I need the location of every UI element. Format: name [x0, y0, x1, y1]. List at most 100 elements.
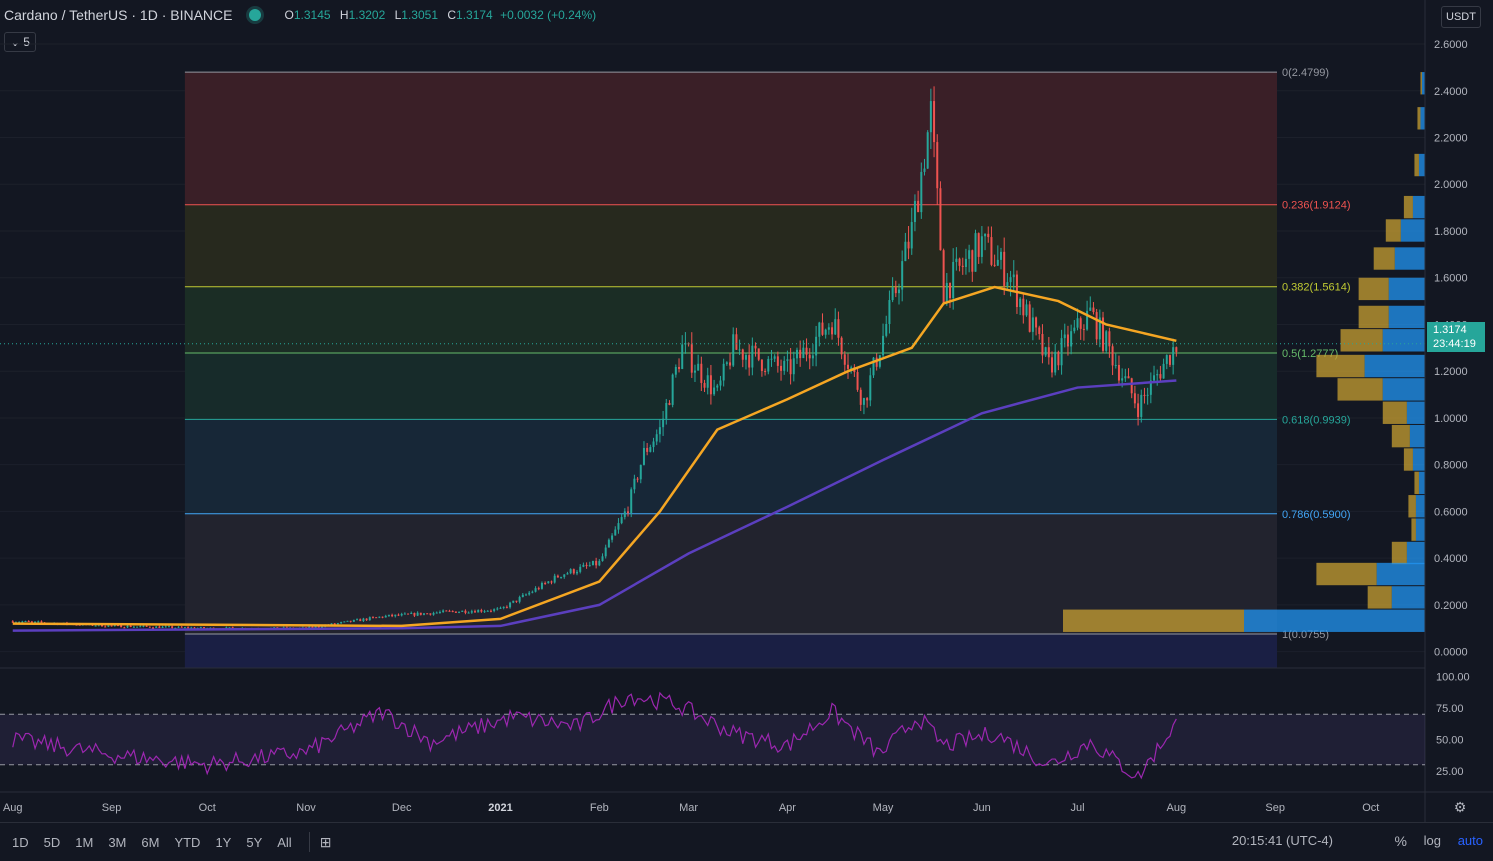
volume-profile-bar-sell [1415, 518, 1425, 541]
candle-body [913, 200, 916, 223]
volume-profile-bar-sell [1415, 495, 1425, 518]
rsi-axis-tick: 100.00 [1436, 671, 1470, 683]
timeframe-1d[interactable]: 1D [12, 834, 29, 850]
candle-body [885, 324, 888, 336]
timeframe-5y[interactable]: 5Y [246, 834, 263, 850]
candle-body [977, 233, 980, 257]
volume-profile-bar-sell [1364, 354, 1425, 378]
auto-scale-toggle[interactable]: auto [1457, 833, 1483, 848]
candle-body [190, 627, 193, 629]
candle-body [642, 447, 645, 465]
candle-body [1124, 376, 1127, 379]
candle-body [451, 610, 454, 612]
candle-body [805, 347, 808, 355]
candle-body [24, 621, 27, 623]
candle-body [601, 556, 604, 562]
candle-body [129, 625, 132, 627]
candle-body [1038, 327, 1041, 334]
timeframe-3m[interactable]: 3M [108, 834, 127, 850]
timeframe-1y[interactable]: 1Y [215, 834, 232, 850]
candle-body [595, 560, 598, 566]
open-label: O [284, 8, 294, 22]
currency-button[interactable]: USDT [1441, 6, 1481, 28]
candle-body [381, 616, 384, 618]
candle-body [368, 617, 371, 621]
candle-body [104, 626, 107, 628]
candle-body [537, 588, 540, 590]
candle-body [333, 623, 336, 625]
candle-body [818, 322, 821, 337]
candle-body [378, 616, 381, 618]
candle-body [167, 626, 170, 628]
candle-body [709, 375, 712, 395]
divider [308, 832, 310, 852]
timeframe-6m[interactable]: 6M [141, 834, 160, 850]
fib-level-label: 0(2.4799) [1282, 67, 1329, 79]
percent-toggle[interactable]: % [1394, 833, 1407, 849]
candle-body [1175, 347, 1178, 352]
candle-body [413, 612, 416, 616]
candle-body [158, 626, 161, 628]
candle-body [942, 250, 945, 304]
indicators-collapse-button[interactable]: ⌄ 5 [4, 32, 36, 52]
candle-body [1086, 310, 1089, 330]
candle-body [920, 171, 923, 213]
last-price-label: 1.3174 23:44:19 [1427, 322, 1485, 352]
candle-body [681, 344, 684, 369]
gear-icon[interactable]: ⚙ [1454, 800, 1467, 816]
time-axis-tick: Sep [1265, 802, 1285, 814]
candle-body [1066, 334, 1069, 347]
candle-body [547, 581, 550, 584]
clock[interactable]: 20:15:41 (UTC-4) [1231, 833, 1333, 848]
price-chart[interactable]: 0(2.4799)0.236(1.9124)0.382(1.5614)0.5(1… [0, 0, 1493, 822]
log-toggle[interactable]: log [1423, 833, 1441, 848]
time-axis-tick: Feb [590, 802, 609, 814]
candle-body [171, 626, 174, 628]
candle-body [776, 356, 779, 366]
candle-body [1114, 364, 1117, 366]
candle-body [964, 258, 967, 267]
candle-body [228, 627, 231, 629]
candle-body [993, 264, 996, 266]
date-range-icon[interactable]: ⊞ [319, 833, 332, 850]
candle-body [611, 535, 614, 540]
volume-profile-bar-buy [1391, 541, 1407, 565]
candle-body [725, 362, 728, 364]
volume-profile-bar-buy [1063, 609, 1244, 632]
candle-body [1108, 331, 1111, 347]
timeframe-all[interactable]: All [277, 834, 292, 850]
close-value: 1.3174 [456, 8, 493, 22]
candle-body [183, 627, 186, 629]
candle-body [525, 594, 528, 596]
symbol-title[interactable]: Cardano / TetherUS · 1D · BINANCE [4, 7, 233, 23]
candle-body [489, 610, 492, 612]
candle-body [929, 101, 932, 133]
price-axis-tick: 0.0000 [1434, 647, 1468, 659]
candle-body [974, 233, 977, 272]
candle-body [1105, 331, 1108, 351]
candle-body [1009, 277, 1012, 283]
candle-body [1133, 393, 1136, 404]
candle-body [359, 619, 362, 622]
volume-profile-bar-sell [1388, 277, 1425, 301]
price-axis-tick: 2.2000 [1434, 133, 1468, 145]
timeframe-ytd[interactable]: YTD [174, 834, 201, 850]
price-axis-tick: 0.8000 [1434, 460, 1468, 472]
candle-body [1143, 394, 1146, 396]
candle-body [37, 621, 40, 623]
candle-body [445, 610, 448, 612]
candle-body [1162, 363, 1165, 379]
candle-body [1076, 318, 1079, 328]
indicator-count: 5 [23, 35, 30, 49]
candle-body [614, 529, 617, 536]
candle-body [878, 355, 881, 367]
candle-body [933, 101, 936, 143]
candle-body [435, 612, 438, 614]
candle-body [716, 385, 719, 388]
timeframe-1m[interactable]: 1M [75, 834, 94, 850]
candle-body [850, 367, 853, 369]
timeframe-5d[interactable]: 5D [43, 834, 61, 850]
candle-body [1022, 298, 1025, 316]
candle-body [1079, 318, 1082, 329]
candle-body [231, 627, 234, 629]
